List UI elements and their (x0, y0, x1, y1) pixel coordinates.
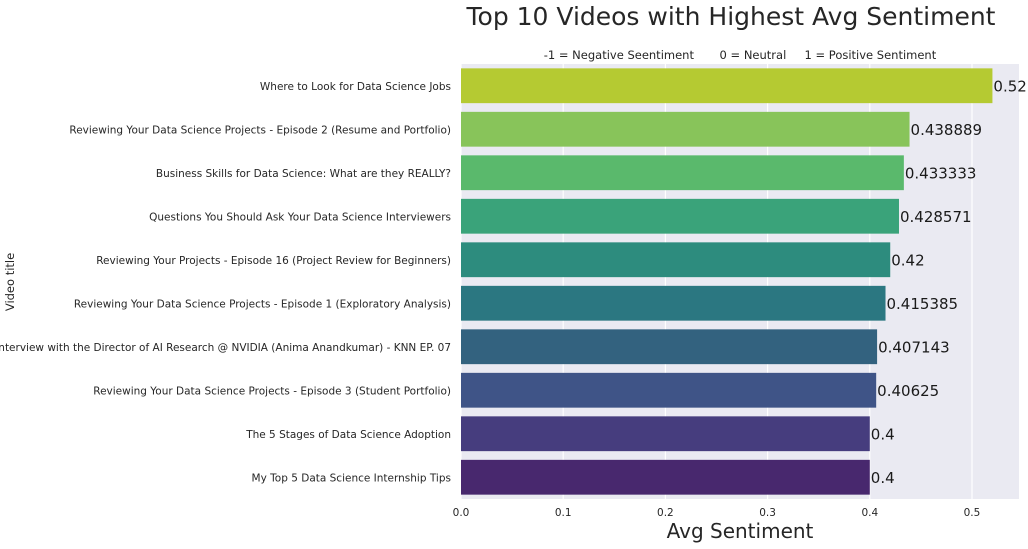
category-label: My Top 5 Data Science Internship Tips (252, 472, 451, 484)
value-label: 0.52 (993, 77, 1026, 95)
value-label: 0.40625 (877, 382, 939, 400)
y-axis-label: Video title (3, 253, 17, 311)
category-labels: Where to Look for Data Science Jobs Revie… (0, 81, 451, 485)
category-label: The 5 Stages of Data Science Adoption (245, 429, 451, 441)
category-label: Reviewing Your Projects - Episode 16 (Pr… (96, 255, 451, 267)
chart-subtitle: -1 = Negative Seentiment 0 = Neutral 1 =… (544, 48, 937, 62)
bar (461, 459, 870, 495)
x-tick-label: 0.5 (964, 507, 981, 519)
x-axis-label: Avg Sentiment (667, 519, 814, 543)
bar (461, 242, 891, 278)
bar (461, 155, 904, 191)
x-tick-label: 0.3 (759, 507, 776, 519)
category-label: Reviewing Your Data Science Projects - E… (93, 385, 451, 397)
category-label: Questions You Should Ask Your Data Scien… (149, 211, 451, 223)
bar (461, 285, 886, 321)
category-label: Reviewing Your Data Science Projects - E… (74, 298, 451, 310)
category-label: Reviewing Your Data Science Projects - E… (69, 124, 451, 136)
value-label: 0.415385 (887, 295, 959, 313)
bar (461, 329, 878, 365)
bar (461, 68, 993, 104)
bar (461, 372, 877, 408)
value-labels: 0.52 0.438889 0.433333 0.428571 0.42 0.415385… (871, 77, 1027, 487)
x-tick-labels: 0.0 0.1 0.2 0.3 0.4 0.5 (453, 507, 981, 519)
value-label: 0.42 (891, 251, 924, 269)
bar (461, 416, 870, 452)
bars (461, 68, 993, 495)
category-label: Interview with the Director of AI Resear… (0, 342, 451, 354)
category-label: Business Skills for Data Science: What a… (156, 168, 451, 180)
value-label: 0.407143 (878, 338, 950, 356)
x-tick-label: 0.2 (657, 507, 674, 519)
value-label: 0.428571 (900, 208, 972, 226)
value-label: 0.4 (871, 425, 895, 443)
value-label: 0.433333 (905, 164, 977, 182)
value-label: 0.4 (871, 469, 895, 487)
chart-title: Top 10 Videos with Highest Avg Sentiment (466, 2, 996, 31)
x-tick-label: 0.4 (861, 507, 878, 519)
x-tick-label: 0.1 (555, 507, 572, 519)
x-tick-label: 0.0 (453, 507, 470, 519)
category-label: Where to Look for Data Science Jobs (260, 81, 451, 93)
bar (461, 198, 899, 234)
bar (461, 111, 910, 147)
value-label: 0.438889 (911, 121, 983, 139)
